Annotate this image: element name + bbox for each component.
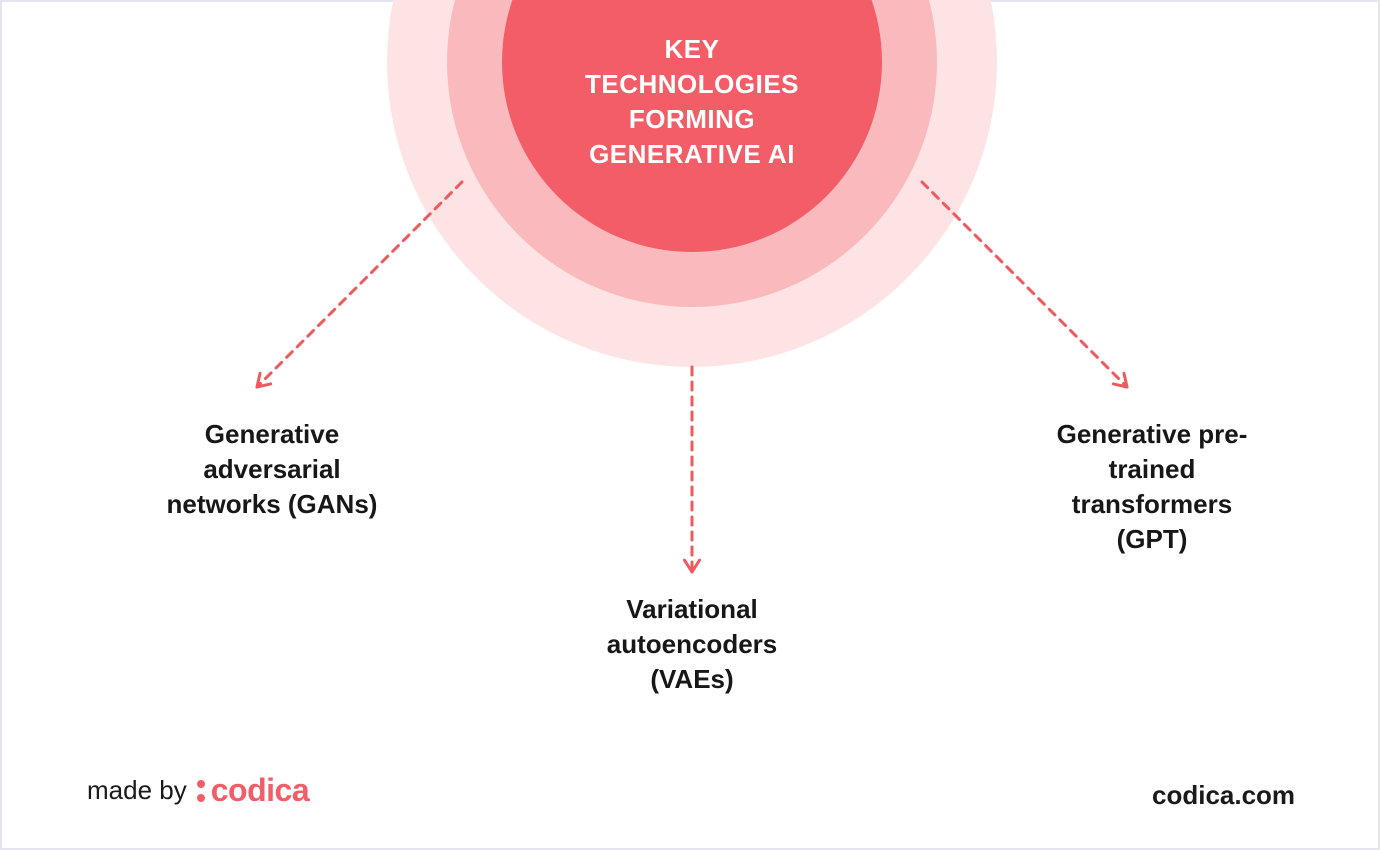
diagram-frame: KEY TECHNOLOGIES FORMING GENERATIVE AI G… [0, 0, 1380, 850]
logo-dots-icon [197, 780, 205, 802]
center-title: KEY TECHNOLOGIES FORMING GENERATIVE AI [492, 32, 892, 172]
tech-item-gans: Generative adversarial networks (GANs) [122, 417, 422, 522]
tech-item-vaes: Variational autoencoders (VAEs) [542, 592, 842, 697]
tech-item-gpt: Generative pre- trained transformers (GP… [1002, 417, 1302, 557]
made-by-text: made by [87, 775, 187, 806]
codica-logo: codica [197, 772, 309, 809]
brand-name: codica [211, 772, 309, 809]
footer-url: codica.com [1152, 780, 1295, 811]
footer-credit: made by codica [87, 772, 309, 809]
